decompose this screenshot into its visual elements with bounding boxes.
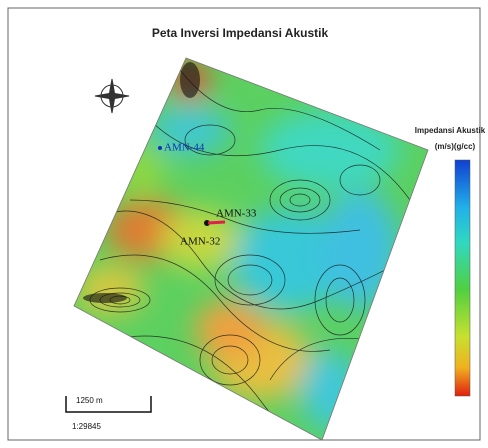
scale-length: 1250 m (76, 396, 103, 405)
colorbar (455, 160, 470, 396)
map-title: Peta Inversi Impedansi Akustik (152, 26, 329, 40)
legend-unit: (m/s)(g/cc) (435, 142, 476, 151)
well-path (208, 222, 225, 223)
well-label: AMN-44 (164, 142, 205, 154)
well-label: AMN-32 (180, 236, 220, 248)
well-label: AMN-33 (216, 208, 257, 220)
map-figure: Peta Inversi Impedansi Akustik (0, 0, 488, 448)
scale-ratio: 1:29845 (72, 422, 101, 431)
legend-title: Impedansi Akustik (415, 126, 486, 135)
well-marker (158, 146, 162, 150)
